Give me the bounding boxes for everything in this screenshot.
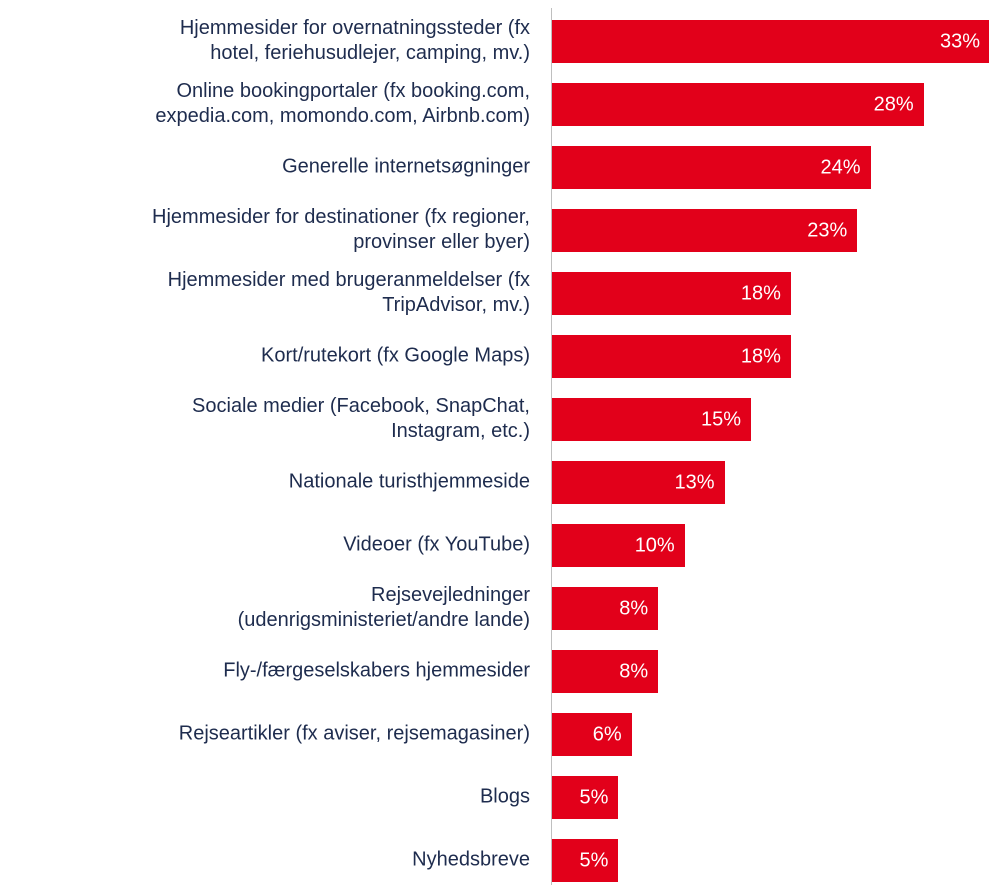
value-label: 15% [701,408,742,431]
category-label: Online bookingportaler (fx booking.com, … [155,80,530,127]
category-label: Videoer (fx YouTube) [343,533,530,556]
bar [552,712,632,756]
value-label: 23% [807,219,848,242]
value-label: 6% [592,723,622,746]
value-label: 5% [579,849,609,872]
value-label: 24% [820,156,861,179]
value-label: 13% [674,471,715,494]
bar [552,271,791,315]
value-label: 8% [619,660,649,683]
value-label: 28% [873,93,914,116]
category-label: Rejseartikler (fx aviser, rejsemagasiner… [178,722,530,745]
category-label: Rejsevejledninger (udenrigsministeriet/a… [237,584,530,631]
category-label: Kort/rutekort (fx Google Maps) [261,344,530,367]
bar [552,82,924,126]
category-label: Hjemmesider med brugeranmeldelser (fx Tr… [167,269,530,316]
bar [552,775,619,819]
value-label: 5% [579,786,609,809]
bar [552,208,858,252]
category-label: Generelle internetsøgninger [282,155,530,178]
category-label: Fly-/færgeselskabers hjemmesider [223,659,530,682]
category-label: Hjemmesider for overnatningssteder (fx h… [179,17,530,64]
category-label: Nyhedsbreve [412,848,530,871]
bar [552,397,752,441]
value-label: 8% [619,597,649,620]
bar [552,586,659,630]
category-label: Blogs [479,785,530,808]
value-label: 10% [634,534,675,557]
category-label: Hjemmesider for destinationer (fx region… [152,206,530,253]
bar [552,145,871,189]
axis-line [551,8,552,885]
bar [552,523,685,567]
bar [552,460,725,504]
bar [552,334,791,378]
value-label: 18% [740,345,781,368]
value-label: 18% [740,282,781,305]
value-label: 33% [939,30,980,53]
category-label: Sociale medier (Facebook, SnapChat, Inst… [192,395,530,442]
bar [552,838,619,882]
category-label: Nationale turisthjemmeside [288,470,530,493]
bar [552,649,659,693]
bar [552,19,989,63]
